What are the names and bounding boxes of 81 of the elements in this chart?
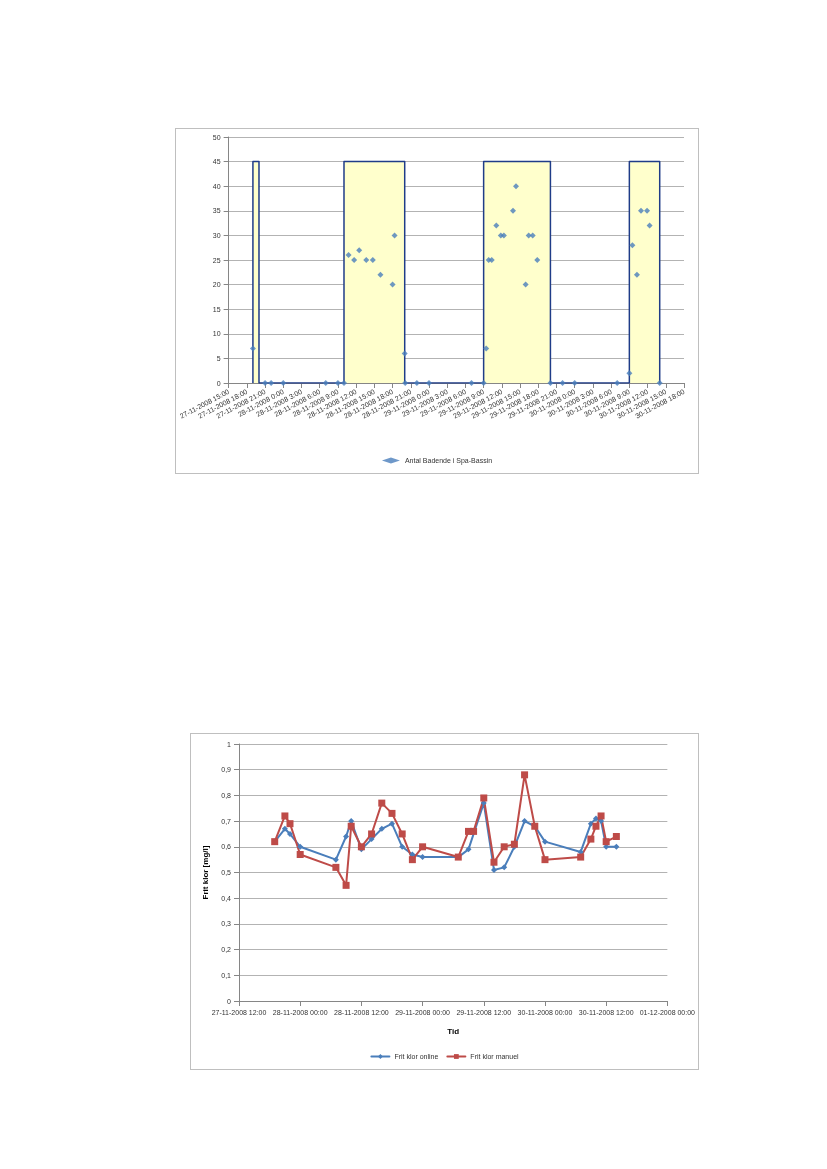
point [577, 848, 584, 855]
point [592, 822, 600, 830]
point [398, 830, 406, 838]
point [509, 207, 516, 214]
point [522, 281, 529, 288]
point [490, 858, 498, 866]
x-axis-title: Tid [447, 1026, 460, 1036]
point [332, 856, 339, 863]
point [513, 183, 520, 190]
point [401, 350, 408, 357]
point [493, 222, 500, 229]
point [500, 843, 508, 851]
point [340, 380, 347, 386]
point [296, 851, 304, 859]
y-axis-title: Frit klor [mg/l] [200, 845, 210, 900]
point [637, 207, 644, 214]
point [633, 271, 640, 278]
point [419, 854, 426, 861]
point [490, 866, 497, 873]
point [388, 820, 395, 827]
point [402, 380, 409, 386]
point [281, 825, 288, 832]
point [413, 380, 420, 386]
point [408, 856, 416, 864]
point [342, 881, 350, 889]
point [378, 799, 386, 807]
point [332, 863, 340, 871]
point [483, 345, 490, 352]
point [297, 843, 304, 850]
point [368, 836, 375, 843]
point [577, 853, 585, 861]
point [480, 800, 487, 807]
point [377, 271, 384, 278]
point [501, 864, 508, 871]
point [470, 827, 478, 835]
point [419, 843, 427, 851]
point [656, 380, 663, 386]
point [547, 380, 554, 386]
point [369, 257, 376, 263]
point [281, 812, 289, 820]
point [613, 843, 620, 850]
point [399, 843, 406, 850]
point [356, 247, 363, 254]
point [347, 822, 355, 830]
point [521, 818, 528, 825]
point [541, 856, 549, 864]
point [363, 257, 370, 263]
point [614, 380, 621, 386]
point [249, 345, 256, 352]
point [592, 815, 599, 822]
point [468, 380, 475, 386]
point [345, 252, 352, 259]
point [602, 838, 610, 846]
point [598, 818, 605, 825]
point [391, 232, 398, 239]
point [597, 812, 605, 820]
point [644, 207, 651, 214]
point [334, 380, 341, 386]
point [629, 242, 636, 249]
point [351, 257, 358, 263]
point [286, 820, 294, 828]
point [322, 380, 329, 386]
point [521, 771, 529, 779]
point [465, 846, 472, 853]
point [541, 838, 548, 845]
point [425, 380, 432, 386]
point [587, 835, 595, 843]
point [612, 833, 620, 841]
point [480, 794, 488, 802]
point [368, 830, 376, 838]
point [559, 380, 566, 386]
point [268, 380, 275, 386]
point [626, 370, 633, 377]
point [534, 257, 541, 263]
point [287, 830, 293, 837]
point [389, 281, 396, 288]
point [378, 825, 385, 832]
point [529, 232, 536, 239]
point [646, 222, 653, 229]
point [388, 809, 396, 817]
point [343, 833, 350, 840]
